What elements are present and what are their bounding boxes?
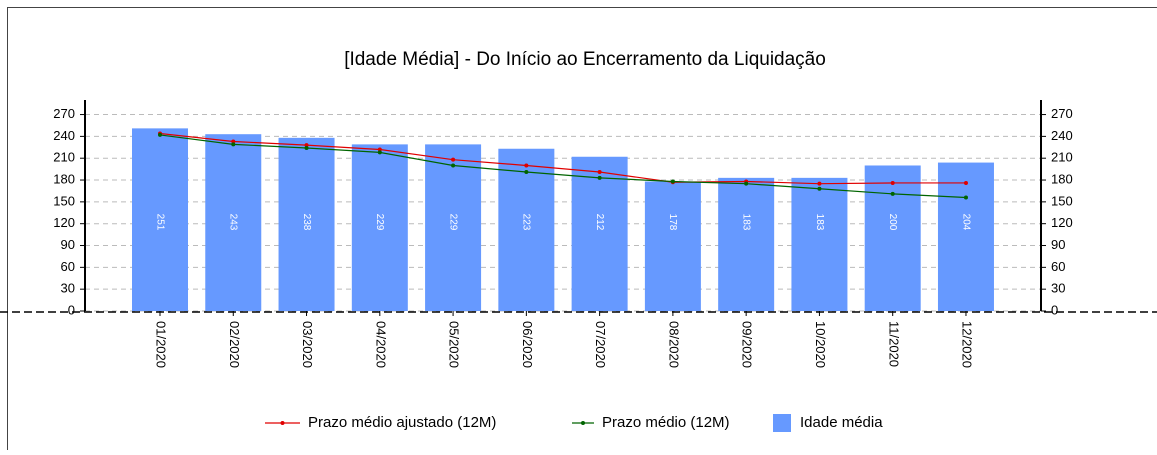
line-point (817, 182, 821, 186)
bar (865, 165, 921, 311)
line-point (817, 187, 821, 191)
bar (572, 157, 628, 311)
bar-value-label: 243 (228, 214, 239, 231)
y-tick-label: 210 (53, 150, 75, 165)
x-tick-label: 08/2020 (666, 321, 681, 368)
y2-tick-label: 0 (1051, 302, 1058, 317)
y-tick-label: 90 (61, 237, 75, 252)
line-point (744, 182, 748, 186)
y2-tick-label: 120 (1051, 215, 1073, 230)
chart-title: [Idade Média] - Do Início ao Encerrament… (344, 49, 826, 70)
y-tick-label: 30 (61, 281, 75, 296)
y-tick-label: 120 (53, 215, 75, 230)
line-point (598, 170, 602, 174)
bar (645, 181, 701, 311)
y2-tick-label: 150 (1051, 193, 1073, 208)
bar-value-label: 223 (521, 214, 532, 231)
x-tick-label: 03/2020 (300, 321, 315, 368)
legend-swatch (581, 421, 585, 425)
line-point (891, 181, 895, 185)
bar-value-label: 200 (887, 214, 898, 231)
x-tick-label: 04/2020 (373, 321, 388, 368)
line-point (891, 192, 895, 196)
x-tick-label: 02/2020 (227, 321, 242, 368)
line-point (451, 163, 455, 167)
line-point (964, 181, 968, 185)
x-tick-label: 12/2020 (960, 321, 975, 368)
line-point (524, 163, 528, 167)
bar-value-label: 204 (960, 214, 971, 231)
line-point (231, 142, 235, 146)
y2-tick-label: 240 (1051, 128, 1073, 143)
line-point (378, 150, 382, 154)
bar (718, 178, 774, 311)
bar-value-label: 212 (594, 214, 605, 231)
bar-value-label: 178 (667, 214, 678, 231)
bar-value-label: 183 (741, 214, 752, 231)
legend-label: Prazo médio ajustado (12M) (308, 414, 496, 431)
bar-value-label: 183 (814, 214, 825, 231)
y2-tick-label: 30 (1051, 281, 1065, 296)
y2-tick-label: 180 (1051, 171, 1073, 186)
bar (791, 178, 847, 311)
y-tick-label: 150 (53, 193, 75, 208)
legend-swatch (773, 414, 791, 432)
y-tick-label: 240 (53, 128, 75, 143)
x-tick-label: 06/2020 (520, 321, 535, 368)
y-tick-label: 60 (61, 259, 75, 274)
line-point (305, 146, 309, 150)
x-tick-label: 09/2020 (740, 321, 755, 368)
bar-value-label: 229 (374, 214, 385, 231)
line-point (964, 195, 968, 199)
x-tick-label: 10/2020 (813, 321, 828, 368)
legend-label: Idade média (800, 414, 883, 431)
line-point (524, 170, 528, 174)
legend-swatch (281, 421, 285, 425)
bar-value-label: 238 (301, 214, 312, 231)
bar-value-label: 251 (154, 214, 165, 231)
line-point (158, 133, 162, 137)
x-tick-label: 11/2020 (886, 321, 901, 367)
x-tick-label: 07/2020 (593, 321, 608, 368)
line-point (598, 176, 602, 180)
line-point (671, 179, 675, 183)
x-tick-label: 05/2020 (447, 321, 462, 368)
line-point (451, 158, 455, 162)
y2-tick-label: 90 (1051, 237, 1065, 252)
bar-value-label: 229 (447, 214, 458, 231)
y-tick-label: 180 (53, 171, 75, 186)
y2-tick-label: 270 (1051, 106, 1073, 121)
x-tick-label: 01/2020 (154, 321, 169, 368)
y-tick-label: 270 (53, 106, 75, 121)
y2-tick-label: 210 (1051, 150, 1073, 165)
y-tick-label: 0 (68, 302, 75, 317)
y2-tick-label: 60 (1051, 259, 1065, 274)
legend-label: Prazo médio (12M) (602, 414, 730, 431)
